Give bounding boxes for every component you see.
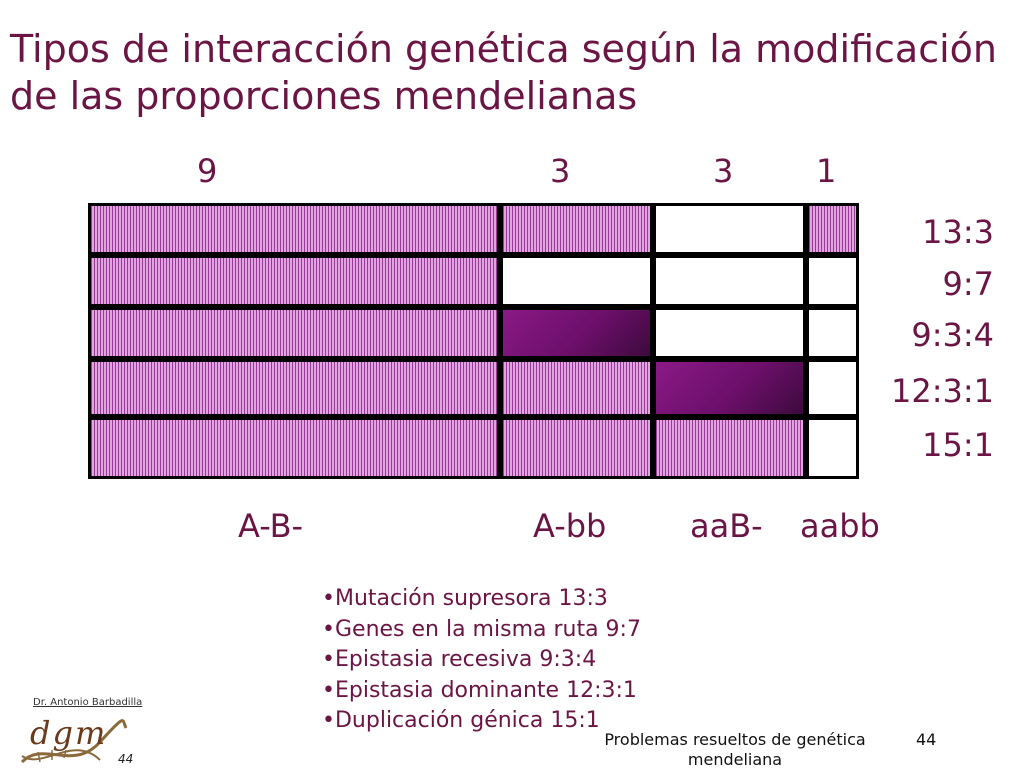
grid-cell-r1-c2 <box>500 203 653 255</box>
interaction-list: Mutación supresora 13:3 Genes en la mism… <box>322 584 641 737</box>
grid-cell-r2-c2 <box>500 255 653 307</box>
grid-cell-r5-c2 <box>500 417 653 479</box>
list-item: Duplicación génica 15:1 <box>322 706 641 737</box>
list-item: Epistasia dominante 12:3:1 <box>322 676 641 707</box>
page-number: 44 <box>916 730 937 749</box>
row-label-9-7: 9:7 <box>942 265 995 303</box>
footer-text: Problemas resueltos de genética mendelia… <box>604 730 866 769</box>
grid-cell-r4-c4 <box>806 359 859 417</box>
genotype-aabb: aabb <box>800 507 880 545</box>
grid-cell-r4-c2 <box>500 359 653 417</box>
ratio-header-a-bb: 3 <box>550 152 571 190</box>
ratio-header-aabb: 1 <box>816 152 837 190</box>
grid-cell-r2-c1 <box>88 255 500 307</box>
ratio-header-a-b: 9 <box>197 152 218 190</box>
grid-cell-r5-c3 <box>653 417 806 479</box>
grid-cell-r4-c3 <box>653 359 806 417</box>
grid-cell-r3-c4 <box>806 307 859 359</box>
ratio-header-aab: 3 <box>713 152 734 190</box>
logo-text: dgm <box>30 714 107 752</box>
row-label-15-1: 15:1 <box>922 426 994 464</box>
list-item: Mutación supresora 13:3 <box>322 584 641 615</box>
grid-cell-r1-c4 <box>806 203 859 255</box>
dgm-logo-icon: dgm <box>20 714 128 764</box>
list-item: Epistasia recesiva 9:3:4 <box>322 645 641 676</box>
author-link[interactable]: Dr. Antonio Barbadilla <box>33 697 143 708</box>
grid-cell-r5-c1 <box>88 417 500 479</box>
slide-title: Tipos de interacción genética según la m… <box>10 27 997 118</box>
grid-cell-r3-c3 <box>653 307 806 359</box>
grid-cell-r2-c3 <box>653 255 806 307</box>
ratio-grid <box>88 203 859 479</box>
list-item: Genes en la misma ruta 9:7 <box>322 615 641 646</box>
grid-cell-r4-c1 <box>88 359 500 417</box>
grid-cell-r5-c4 <box>806 417 859 479</box>
row-label-12-3-1: 12:3:1 <box>891 372 994 410</box>
grid-cell-r1-c3 <box>653 203 806 255</box>
genotype-aab: aaB- <box>690 507 763 545</box>
grid-cell-r1-c1 <box>88 203 500 255</box>
genotype-a-b: A-B- <box>238 507 304 545</box>
logo-number: 44 <box>118 752 134 766</box>
grid-cell-r3-c1 <box>88 307 500 359</box>
grid-cell-r2-c4 <box>806 255 859 307</box>
genotype-a-bb: A-bb <box>533 507 607 545</box>
grid-cell-r3-c2 <box>500 307 653 359</box>
row-label-9-3-4: 9:3:4 <box>911 316 994 354</box>
row-label-13-3: 13:3 <box>922 213 994 251</box>
